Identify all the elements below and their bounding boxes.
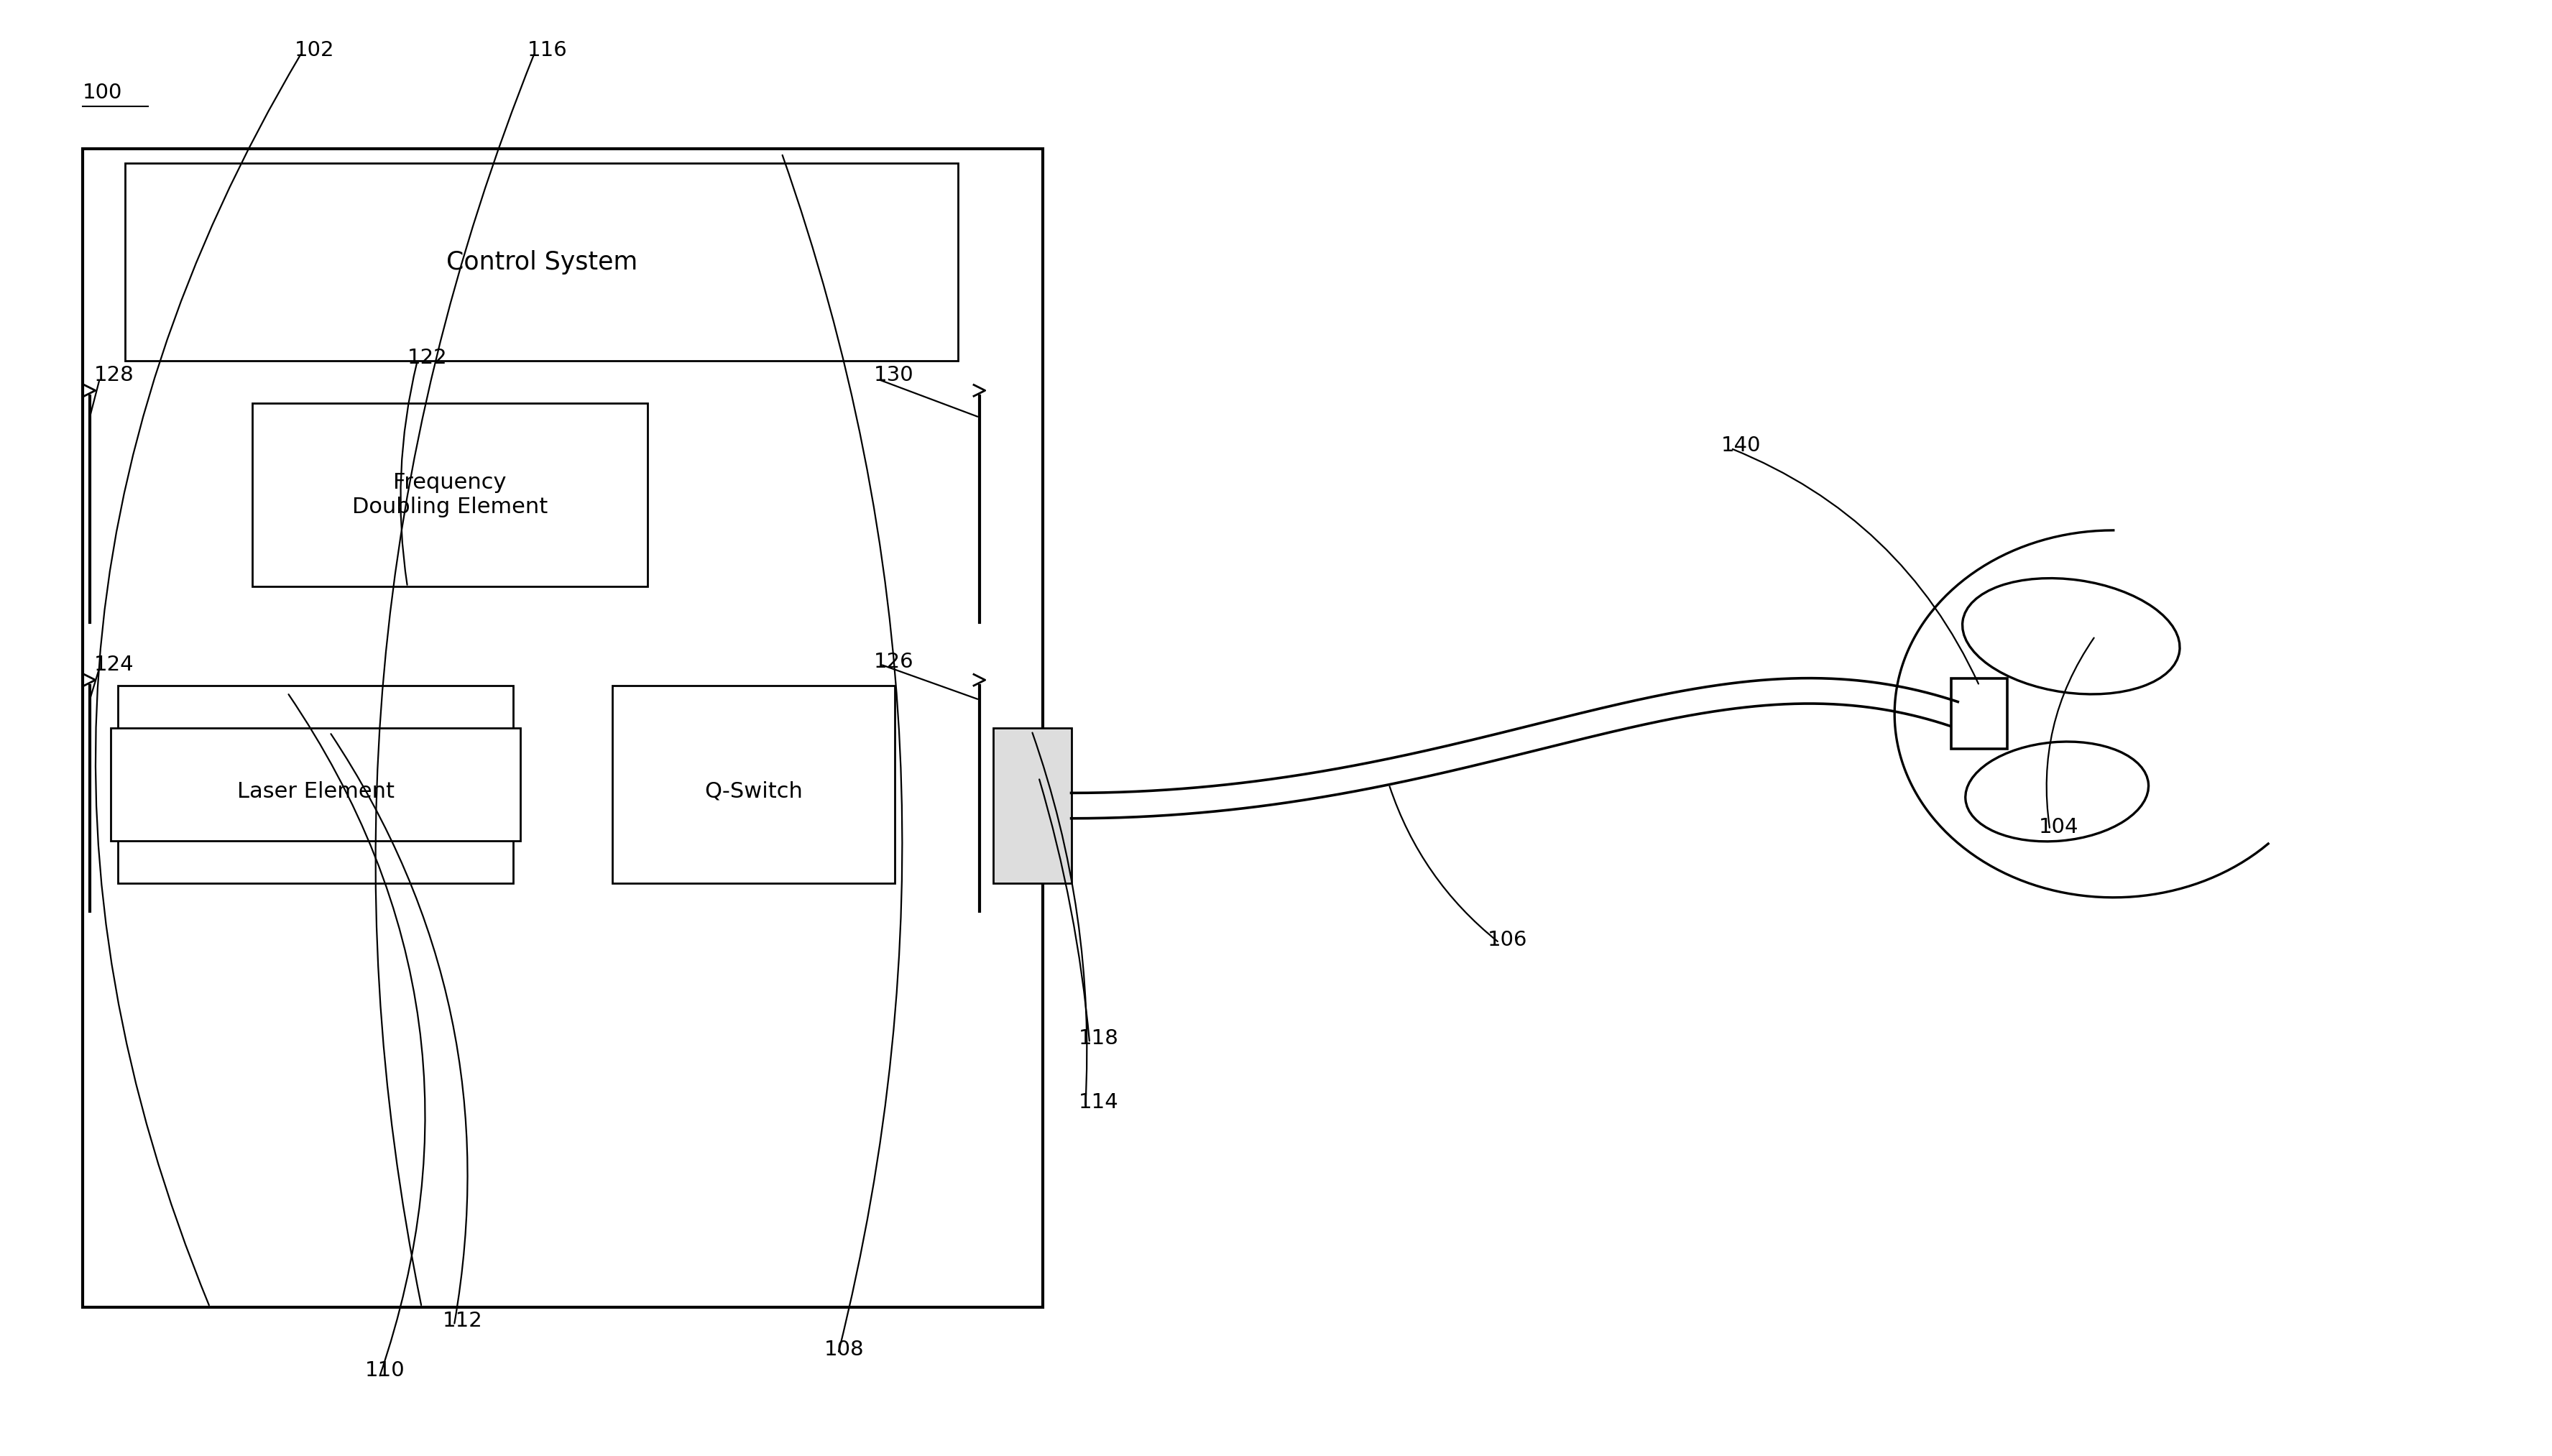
- Text: 104: 104: [2039, 817, 2077, 837]
- Bar: [612, 686, 896, 884]
- Text: 100: 100: [82, 83, 122, 102]
- Text: Laser Element: Laser Element: [237, 780, 396, 802]
- Bar: [110, 728, 521, 842]
- Ellipse shape: [1962, 578, 2179, 695]
- Bar: [125, 163, 957, 361]
- Text: 116: 116: [528, 41, 567, 60]
- Bar: [993, 728, 1072, 884]
- Text: 102: 102: [293, 41, 334, 60]
- Text: Q-Switch: Q-Switch: [704, 780, 804, 802]
- Text: 124: 124: [94, 654, 133, 674]
- Ellipse shape: [1965, 741, 2149, 842]
- Text: 114: 114: [1079, 1092, 1118, 1112]
- Bar: [1952, 678, 2008, 750]
- Text: 130: 130: [873, 365, 914, 384]
- Text: 106: 106: [1488, 930, 1529, 949]
- Text: 122: 122: [408, 348, 447, 368]
- Text: 110: 110: [365, 1360, 406, 1380]
- Text: 126: 126: [873, 652, 914, 671]
- Text: 108: 108: [824, 1340, 865, 1360]
- Text: 112: 112: [444, 1310, 482, 1331]
- Bar: [82, 149, 1044, 1307]
- Bar: [253, 403, 648, 587]
- Text: Control System: Control System: [447, 250, 638, 274]
- Text: 140: 140: [1720, 435, 1761, 456]
- Text: Frequency
Doubling Element: Frequency Doubling Element: [352, 473, 549, 517]
- Text: 118: 118: [1079, 1028, 1118, 1048]
- Bar: [117, 686, 513, 884]
- Text: 128: 128: [94, 365, 135, 384]
